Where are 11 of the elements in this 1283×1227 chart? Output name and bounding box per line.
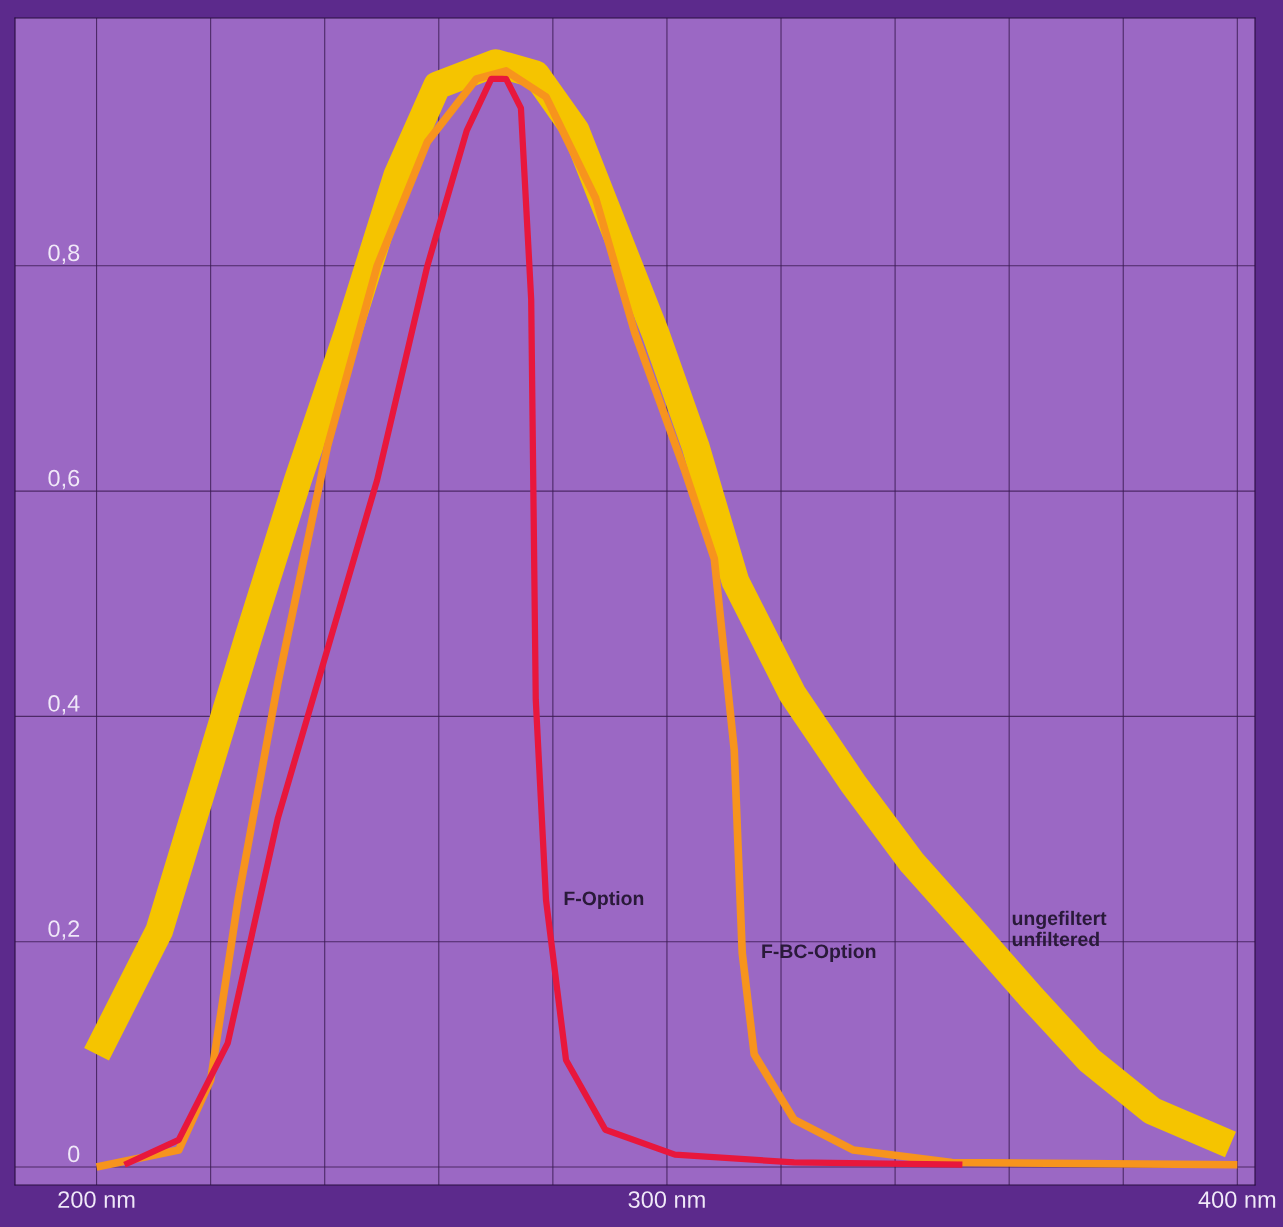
x-tick-label: 200 nm [58,1191,135,1208]
series-label: F-BC-Option [762,943,876,963]
x-tick-label: 400 nm [1198,1191,1276,1208]
y-tick-label: 0,6 [48,469,80,490]
series-label: F-Option [564,890,644,910]
series-label: ungefiltert unfiltered [1012,910,1107,947]
x-tick-label: 300 nm [628,1191,705,1208]
y-tick-label: 0 [68,1145,80,1163]
y-tick-label: 0,2 [48,920,80,940]
y-tick-label: 0,8 [48,244,80,264]
y-tick-label: 0,4 [48,695,80,715]
